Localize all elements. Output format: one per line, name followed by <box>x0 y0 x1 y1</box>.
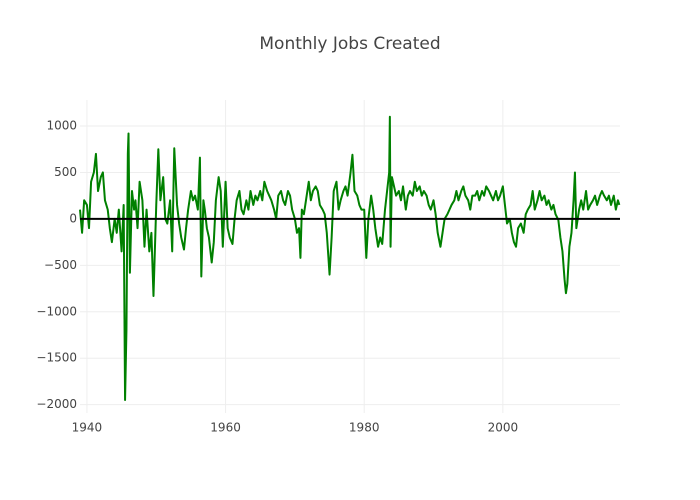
y-tick-label: −2000 <box>36 397 77 411</box>
y-tick-label: 500 <box>54 165 77 179</box>
x-tick-label: 2000 <box>488 421 519 435</box>
chart-title: Monthly Jobs Created <box>259 34 440 54</box>
y-tick-label: 1000 <box>46 119 77 133</box>
x-tick-label: 1980 <box>349 421 380 435</box>
data-line <box>79 115 621 401</box>
x-tick-label: 1960 <box>210 421 241 435</box>
y-tick-label: 0 <box>69 211 77 225</box>
y-tick-label: −1000 <box>36 304 77 318</box>
x-tick-label: 1940 <box>72 421 103 435</box>
y-tick-label: −1500 <box>36 351 77 365</box>
y-tick-label: −500 <box>44 258 77 272</box>
